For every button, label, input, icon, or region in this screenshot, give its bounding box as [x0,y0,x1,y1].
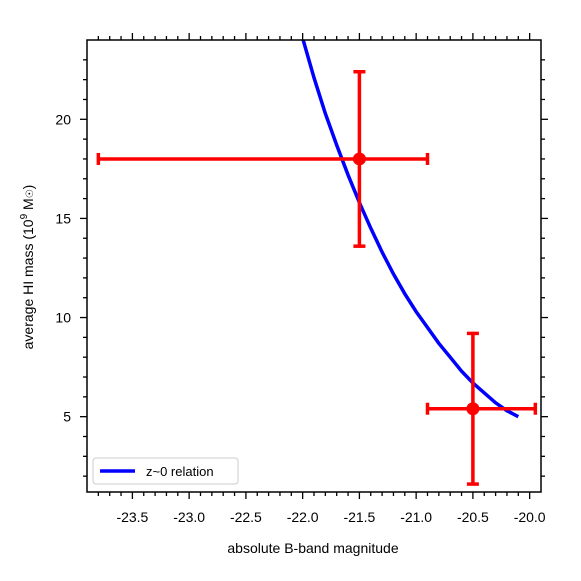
tick-layer: -23.5 -23.0 -22.5 -22.0 -21.5 -21.0 -20.5 -20.0… [55,33,548,525]
y-tick-label: 15 [55,210,71,226]
y-axis-label: average HI mass (109 M☉) [19,185,36,350]
x-tick-label: -21.5 [343,509,375,525]
errorbar-point-1 [96,69,430,248]
legend-label: z~0 relation [146,464,214,479]
x-axis-label: absolute B-band magnitude [227,540,398,556]
legend: z~0 relation [92,457,239,485]
data-point-marker [352,152,366,166]
x-tick-label: -22.0 [287,509,319,525]
x-tick-label: -20.0 [514,509,546,525]
errorbar-layer [96,69,538,486]
data-point-marker [466,402,480,416]
y-tick-label: 20 [55,111,71,127]
x-tick-label: -20.5 [457,509,489,525]
x-tick-label: -21.0 [400,509,432,525]
z0-relation-line [301,40,520,419]
x-tick-label: -23.5 [116,509,148,525]
x-tick-label: -22.5 [230,509,262,525]
y-tick-label: 5 [63,409,71,425]
legend-box [92,457,239,485]
curve-layer [301,40,520,419]
x-tick-label: -23.0 [173,509,205,525]
errorbar-point-2 [425,331,538,486]
y-tick-label: 10 [55,310,71,326]
